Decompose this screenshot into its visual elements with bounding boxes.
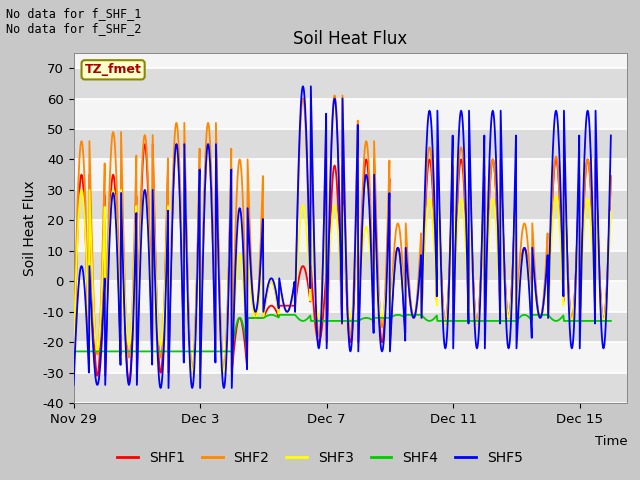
Bar [74,312,627,342]
Bar [74,68,627,98]
Text: Time: Time [595,435,627,448]
Bar [74,190,627,220]
Bar [74,129,627,159]
Bar [74,251,627,281]
Text: No data for f_SHF_2: No data for f_SHF_2 [6,22,142,35]
Title: Soil Heat Flux: Soil Heat Flux [293,30,408,48]
Legend: SHF1, SHF2, SHF3, SHF4, SHF5: SHF1, SHF2, SHF3, SHF4, SHF5 [111,445,529,471]
Bar [74,373,627,403]
Text: No data for f_SHF_1: No data for f_SHF_1 [6,7,142,20]
Text: TZ_fmet: TZ_fmet [84,63,141,76]
Y-axis label: Soil Heat Flux: Soil Heat Flux [22,180,36,276]
